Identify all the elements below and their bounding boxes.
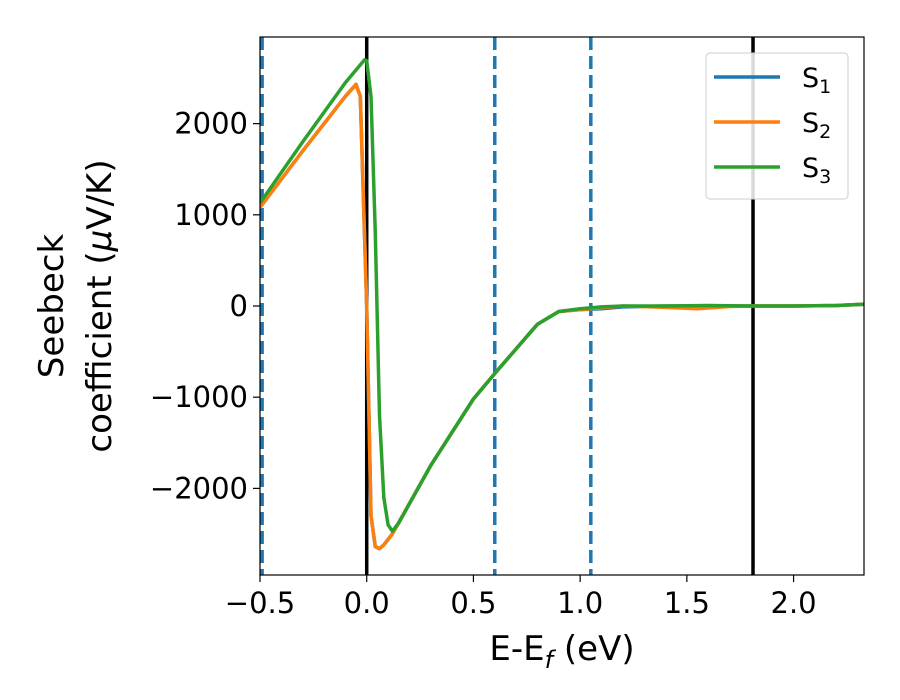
x-axis: −0.5 0.0 0.5 1.0 1.5 2.0 [225,575,817,620]
x-tick-label: 0.5 [450,586,496,620]
y-tick-label: −1000 [150,380,248,414]
series-layer [260,58,864,551]
x-tick-label: 0.0 [344,586,390,620]
x-axis-label: E-Ef (eV) [489,629,634,674]
y-tick-label: −2000 [150,471,248,505]
legend-label-s3: S3 [802,153,831,188]
legend-box [705,52,849,200]
y-axis: −2000 −1000 0 1000 2000 [150,107,260,505]
legend-label-s1: S1 [802,63,831,98]
y-axis-label-line1: Seebeck [32,234,72,379]
x-tick-label: 1.0 [557,586,603,620]
legend: S1 S2 S3 [705,52,849,200]
y-axis-label-line2: coefficient (μV/K) [80,159,120,452]
y-axis-label: Seebeck coefficient (μV/K) [32,159,120,452]
x-tick-label: 1.5 [664,586,710,620]
y-tick-label: 1000 [174,198,248,232]
series-line-s3 [260,58,864,533]
x-tick-label: 2.0 [771,586,817,620]
legend-label-s2: S2 [802,108,831,143]
y-tick-label: 2000 [174,107,248,141]
x-tick-label: −0.5 [225,586,295,620]
y-tick-label: 0 [230,289,248,323]
